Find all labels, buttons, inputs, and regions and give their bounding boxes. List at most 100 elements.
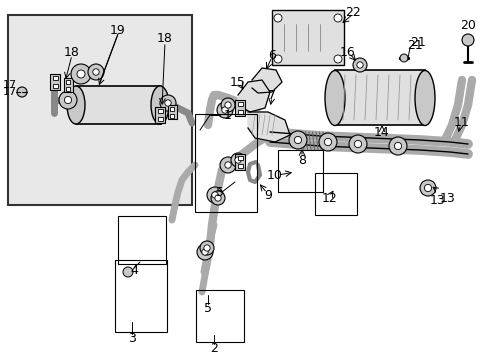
Text: 5: 5 — [203, 302, 212, 315]
Text: 13: 13 — [432, 187, 455, 204]
Circle shape — [160, 95, 176, 111]
Circle shape — [230, 153, 244, 167]
Bar — [195, 114, 257, 212]
Circle shape — [123, 267, 133, 277]
Ellipse shape — [325, 71, 345, 126]
Text: 15: 15 — [229, 76, 245, 89]
Circle shape — [202, 249, 208, 255]
Circle shape — [461, 34, 473, 46]
Bar — [237, 110, 242, 114]
Circle shape — [234, 157, 241, 163]
Bar — [235, 100, 244, 116]
Circle shape — [203, 245, 210, 251]
Text: 2: 2 — [210, 342, 218, 355]
Text: 16: 16 — [340, 45, 355, 59]
Bar — [169, 107, 174, 111]
Bar — [167, 105, 176, 119]
Text: 11: 11 — [453, 116, 469, 129]
Circle shape — [273, 14, 282, 22]
Circle shape — [318, 133, 336, 151]
Text: 13: 13 — [429, 194, 445, 207]
Text: 17: 17 — [3, 87, 17, 97]
Circle shape — [17, 87, 27, 97]
Bar — [271, 10, 343, 65]
Polygon shape — [251, 68, 282, 93]
Ellipse shape — [151, 86, 169, 124]
Text: 18: 18 — [157, 32, 173, 45]
Circle shape — [64, 96, 71, 104]
Bar — [196, 290, 244, 342]
Circle shape — [93, 69, 99, 75]
Bar — [155, 107, 164, 123]
Circle shape — [71, 64, 91, 84]
Bar — [52, 84, 58, 88]
Circle shape — [211, 192, 218, 198]
Bar — [235, 154, 244, 170]
Text: 12: 12 — [322, 192, 337, 204]
Circle shape — [200, 241, 214, 255]
Polygon shape — [238, 80, 269, 112]
Circle shape — [352, 58, 366, 72]
Circle shape — [224, 162, 231, 168]
Text: 9: 9 — [264, 189, 271, 202]
Circle shape — [356, 62, 363, 68]
Circle shape — [164, 100, 171, 106]
Circle shape — [197, 244, 213, 260]
Text: 3: 3 — [128, 332, 136, 345]
Bar — [52, 76, 58, 80]
Bar — [278, 150, 323, 192]
Circle shape — [88, 64, 104, 80]
Circle shape — [273, 55, 282, 63]
Circle shape — [324, 138, 331, 145]
Circle shape — [399, 54, 407, 62]
Bar — [63, 78, 72, 92]
Text: 8: 8 — [297, 153, 305, 166]
Text: 7: 7 — [267, 89, 275, 102]
Bar — [115, 260, 167, 332]
Bar — [157, 109, 162, 113]
Bar — [118, 216, 165, 264]
Circle shape — [224, 102, 231, 108]
Bar — [334, 70, 424, 125]
Bar — [65, 80, 70, 84]
Circle shape — [394, 143, 401, 150]
Circle shape — [333, 55, 341, 63]
Bar — [237, 164, 242, 168]
Circle shape — [222, 107, 228, 113]
Circle shape — [206, 187, 223, 203]
Circle shape — [348, 135, 366, 153]
Text: 14: 14 — [373, 126, 389, 139]
Circle shape — [220, 157, 236, 173]
Text: 1: 1 — [224, 108, 231, 122]
Text: 21: 21 — [409, 36, 425, 49]
Circle shape — [210, 191, 224, 205]
Text: 17: 17 — [3, 80, 17, 90]
Circle shape — [333, 14, 341, 22]
Text: 21: 21 — [407, 39, 422, 51]
Circle shape — [221, 98, 235, 112]
Text: 4: 4 — [130, 264, 138, 276]
Circle shape — [59, 91, 77, 109]
Text: 18: 18 — [64, 45, 80, 59]
Bar — [8, 15, 192, 205]
Circle shape — [288, 131, 306, 149]
Polygon shape — [247, 112, 289, 142]
Text: 5: 5 — [216, 185, 224, 198]
Bar — [157, 117, 162, 121]
Circle shape — [77, 70, 85, 78]
Bar — [50, 74, 60, 90]
Ellipse shape — [414, 71, 434, 126]
Circle shape — [388, 137, 406, 155]
Text: 19: 19 — [110, 23, 125, 36]
Circle shape — [354, 140, 361, 148]
Text: 10: 10 — [266, 168, 283, 181]
Circle shape — [217, 102, 232, 118]
Bar — [65, 86, 70, 90]
Bar — [314, 173, 356, 215]
Ellipse shape — [67, 86, 85, 124]
Bar — [237, 102, 242, 106]
Bar — [169, 113, 174, 117]
Bar — [76, 86, 161, 124]
Text: 6: 6 — [267, 49, 275, 62]
Text: 22: 22 — [345, 5, 360, 18]
